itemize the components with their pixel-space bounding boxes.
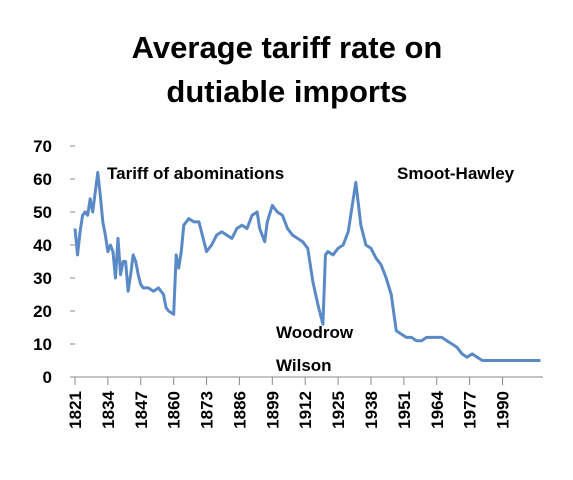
x-tick-label: 1860: [165, 391, 184, 429]
chart-title: Average tariff rate on: [132, 30, 443, 65]
annotation: Smoot-Hawley: [397, 164, 515, 183]
y-tick-label: 0: [43, 368, 52, 387]
y-tick-label: 40: [33, 236, 52, 255]
y-tick-label: 10: [33, 335, 52, 354]
x-tick-label: 1899: [263, 391, 282, 429]
x-tick-label: 1977: [461, 391, 480, 429]
y-tick-label: 20: [33, 302, 52, 321]
y-tick-label: 30: [33, 269, 52, 288]
x-tick-label: 1938: [362, 391, 381, 429]
x-tick-label: 1964: [428, 390, 447, 428]
chart-title: dutiable imports: [166, 74, 407, 109]
x-tick-label: 1847: [132, 391, 151, 429]
annotation: Wilson: [276, 356, 332, 375]
x-tick-label: 1912: [296, 391, 315, 429]
annotation: Woodrow: [276, 323, 354, 342]
annotation: Tariff of abominations: [107, 164, 284, 183]
y-tick-label: 60: [33, 170, 52, 189]
x-tick-label: 1873: [198, 391, 217, 429]
line: [73, 170, 541, 362]
x-tick-label: 1951: [395, 391, 414, 429]
x-tick-label: 1821: [66, 391, 85, 429]
x-tick-label: 1925: [329, 391, 348, 429]
x-tick-label: 1834: [99, 390, 118, 428]
y-tick-label: 50: [33, 203, 52, 222]
x-tick-label: 1990: [494, 391, 513, 429]
x-tick-label: 1886: [230, 391, 249, 429]
y-tick-label: 70: [33, 137, 52, 156]
